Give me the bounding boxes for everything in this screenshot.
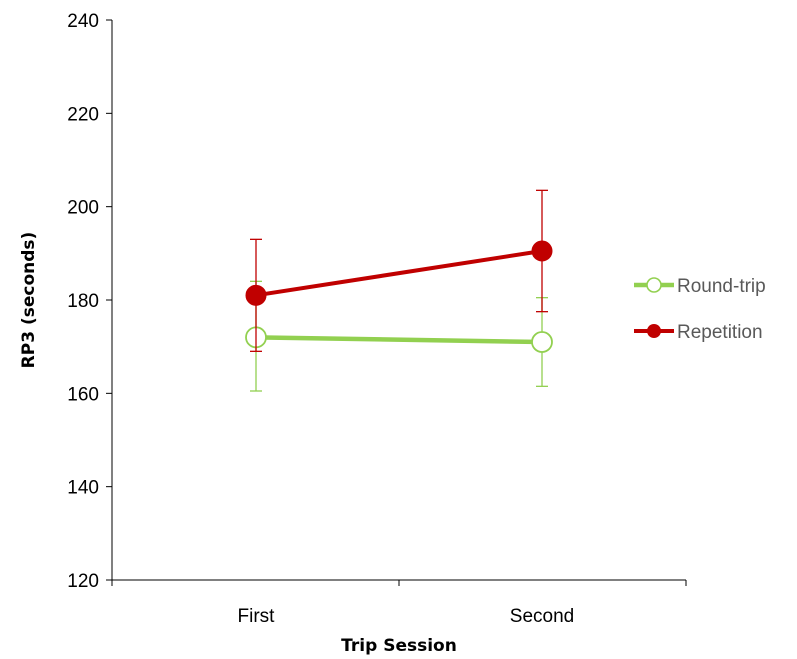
legend: Round-trip Repetition <box>634 276 766 343</box>
x-axis-title: Trip Session <box>341 636 457 656</box>
y-ticks: 120 140 160 180 200 220 240 <box>67 11 112 592</box>
legend-entry: Round-trip <box>634 276 766 297</box>
x-tick-label: Second <box>510 606 574 627</box>
y-tick-label: 220 <box>67 104 99 125</box>
data-point <box>245 284 267 306</box>
series-line <box>254 249 544 298</box>
series-line <box>253 335 545 345</box>
series <box>245 189 553 392</box>
y-axis-title: RP3 (seconds) <box>19 232 39 369</box>
data-point <box>531 331 553 353</box>
axes <box>111 20 686 581</box>
y-tick-label: 120 <box>67 571 99 592</box>
x-tick-label: First <box>238 606 276 627</box>
legend-entry: Repetition <box>634 322 763 343</box>
legend-label: Round-trip <box>677 276 766 297</box>
y-tick-label: 200 <box>67 198 99 219</box>
legend-swatch-marker <box>647 324 661 338</box>
legend-label: Repetition <box>677 322 763 343</box>
series-repetition <box>245 189 553 352</box>
y-tick-label: 160 <box>67 384 99 405</box>
legend-swatch-marker <box>646 277 662 293</box>
y-tick-label: 140 <box>67 478 99 499</box>
x-ticks: First Second <box>111 580 687 627</box>
y-tick-label: 240 <box>67 11 99 32</box>
y-tick-label: 180 <box>67 291 99 312</box>
series-round-trip <box>245 280 553 392</box>
data-point <box>531 240 553 262</box>
